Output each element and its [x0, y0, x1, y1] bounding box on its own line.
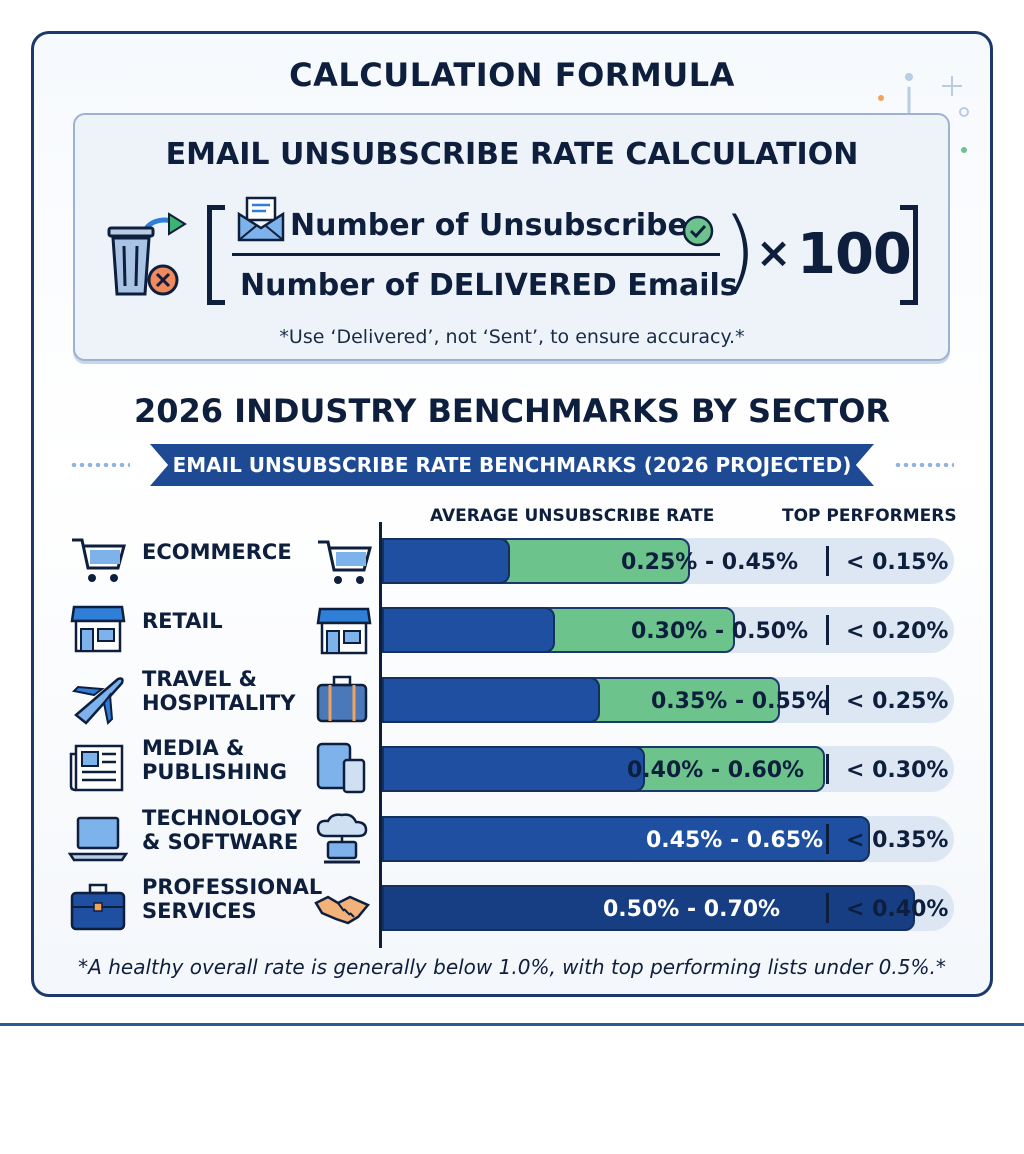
column-separator [826, 754, 829, 784]
benchmarks-footnote: *A healthy overall rate is generally bel… [78, 955, 946, 979]
column-separator [826, 893, 829, 923]
formula-denominator: Number of DELIVERED Emails [240, 268, 738, 303]
benchmarks-heading: 2026 INDUSTRY BENCHMARKS BY SECTOR [133, 392, 891, 430]
formula-multiplier: 100 [797, 222, 912, 287]
check-circle-icon [682, 215, 714, 247]
benchmark-row: TRAVEL & HOSPITALITY 0.35% - 0.55% < 0.25% [0, 665, 1024, 735]
trash-unsubscribe-icon [107, 212, 187, 296]
bar-low-estimate [382, 607, 555, 653]
sector-label: RETAIL [142, 609, 223, 633]
calculation-heading: CALCULATION FORMULA [289, 56, 735, 94]
cloud-computer-icon [314, 812, 370, 866]
formula-bracket-right [900, 205, 918, 305]
formula-paren: ) [722, 199, 758, 304]
bar-low-estimate [382, 816, 870, 862]
sector-label: TECHNOLOGY & SOFTWARE [142, 806, 302, 854]
range-label: 0.40% - 0.60% [627, 758, 805, 783]
laptop-icon [67, 810, 129, 866]
handshake-icon [314, 881, 371, 935]
bar-low-estimate [382, 677, 600, 723]
top-performer-value: < 0.35% [846, 828, 949, 853]
newspaper-icon [68, 740, 128, 796]
column-separator [826, 615, 829, 645]
sector-label: MEDIA & PUBLISHING [142, 736, 287, 784]
formula-note: *Use ‘Delivered’, not ‘Sent’, to ensure … [279, 326, 745, 348]
chart-axis-line [379, 522, 382, 948]
benchmarks-ribbon: EMAIL UNSUBSCRIBE RATE BENCHMARKS (2026 … [150, 444, 874, 486]
briefcase-icon [68, 879, 128, 935]
storefront-icon [314, 603, 372, 657]
range-label: 0.30% - 0.50% [631, 619, 809, 644]
formula-bracket-left [207, 205, 225, 305]
storefront-icon [68, 601, 128, 657]
range-label: 0.35% - 0.55% [651, 689, 829, 714]
column-separator [826, 685, 829, 715]
top-performer-value: < 0.25% [846, 689, 949, 714]
top-performer-value: < 0.20% [846, 619, 949, 644]
tablet-phone-icon [314, 742, 370, 796]
ribbon-dots-right [894, 463, 954, 467]
top-performer-value: < 0.30% [846, 758, 949, 783]
benchmark-row: PROFESSIONAL SERVICES 0.50% - 0.70% < 0.40… [0, 873, 1024, 943]
shopping-cart-icon [314, 534, 372, 588]
column-header-top: TOP PERFORMERS [782, 506, 957, 526]
bar-low-estimate [382, 746, 645, 792]
benchmark-row: RETAIL 0.30% - 0.50% < 0.20% [0, 595, 1024, 665]
column-separator [826, 824, 829, 854]
bottom-rule [0, 1023, 1024, 1026]
formula-title: EMAIL UNSUBSCRIBE RATE CALCULATION [165, 137, 859, 172]
formula-card [73, 113, 950, 361]
fraction-line [232, 253, 720, 256]
column-separator [826, 546, 829, 576]
benchmark-row: ECOMMERCE 0.25% - 0.45% < 0.15% [0, 526, 1024, 596]
benchmark-row: MEDIA & PUBLISHING 0.40% - 0.60% < 0.30% [0, 734, 1024, 804]
top-performer-value: < 0.40% [846, 897, 949, 922]
airplane-icon [68, 671, 128, 727]
bar-low-estimate [382, 885, 915, 931]
shopping-cart-icon [68, 532, 128, 588]
benchmark-row: TECHNOLOGY & SOFTWARE 0.45% - 0.65% < 0.35… [0, 804, 1024, 874]
sector-label: ECOMMERCE [142, 540, 292, 564]
range-label: 0.45% - 0.65% [646, 828, 824, 853]
sector-label: TRAVEL & HOSPITALITY [142, 667, 296, 715]
formula-numerator: Number of Unsubscribes [290, 208, 706, 243]
ribbon-dots-left [70, 463, 130, 467]
sector-label: PROFESSIONAL SERVICES [142, 875, 323, 923]
range-label: 0.25% - 0.45% [621, 550, 799, 575]
envelope-icon [237, 196, 285, 242]
range-label: 0.50% - 0.70% [603, 897, 781, 922]
suitcase-icon [314, 673, 370, 727]
top-performer-value: < 0.15% [846, 550, 949, 575]
bar-low-estimate [382, 538, 510, 584]
column-header-average: AVERAGE UNSUBSCRIBE RATE [430, 506, 715, 526]
formula-times: × [756, 228, 792, 277]
